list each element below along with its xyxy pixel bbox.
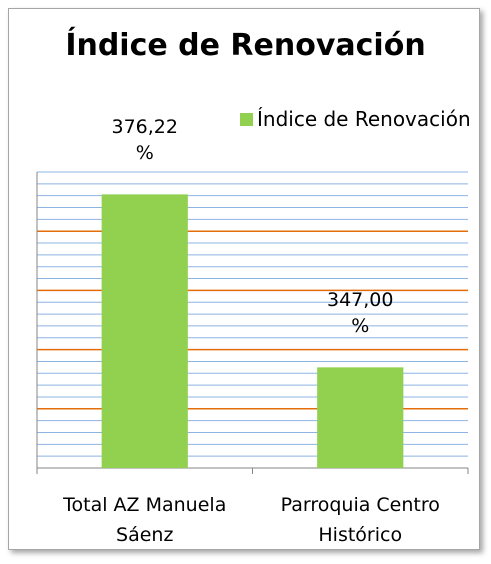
- bar: [317, 367, 404, 468]
- legend: Índice de Renovación: [240, 107, 471, 131]
- chart-title: Índice de Renovación: [65, 28, 426, 63]
- bar: [101, 194, 188, 468]
- x-tick-label: Total AZ Manuela Sáenz: [63, 494, 227, 546]
- legend-label: Índice de Renovación: [257, 107, 471, 131]
- x-tick-label: Parroquia Centro Histórico: [280, 494, 440, 546]
- data-label: 376,22 %: [111, 116, 178, 165]
- legend-swatch: [240, 112, 253, 126]
- data-label: 347,00 %: [327, 289, 394, 338]
